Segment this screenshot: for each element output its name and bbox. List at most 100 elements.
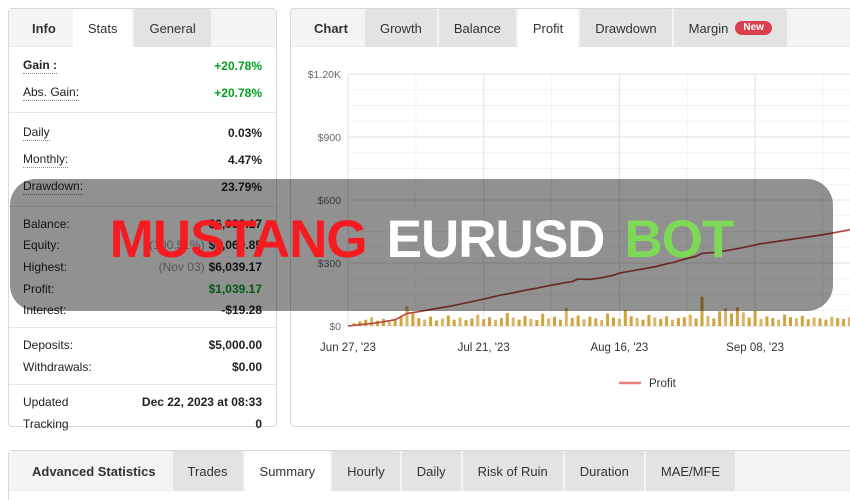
stat-label: Deposits:: [23, 337, 74, 352]
tab-label: Daily: [416, 463, 446, 479]
stat-label: Balance:: [23, 216, 70, 231]
stat-label: Profit:: [23, 281, 55, 296]
stat-row-drawdown: Drawdown: 23.79%: [9, 173, 276, 200]
svg-text:Aug 16, '23: Aug 16, '23: [590, 342, 648, 354]
divider: [9, 326, 276, 328]
tab-hourly[interactable]: Hourly: [332, 451, 400, 491]
svg-text:Sep 08, '23: Sep 08, '23: [726, 342, 784, 354]
stat-row-balance: Balance: $6,039.17: [9, 213, 276, 235]
stat-row-updated: Updated Dec 22, 2023 at 08:33: [9, 391, 276, 413]
tab-label: Balance: [453, 20, 501, 36]
tab-label: Stats: [87, 20, 118, 36]
stat-value-prefix: (Nov 03): [158, 259, 205, 274]
stats-section: Gain : +20.78% Abs. Gain: +20.78%: [9, 52, 276, 106]
tab-chart[interactable]: Chart: [299, 9, 363, 47]
tab-label: Profit: [532, 20, 564, 36]
stat-row-gain: Gain : +20.78%: [9, 52, 276, 79]
profit-chart[interactable]: $0 $300 $600 $900 $1.20K Jun 27, '23 Jul 21, '…: [291, 47, 850, 427]
svg-text:$300: $300: [318, 258, 342, 270]
stat-value: +20.78%: [214, 58, 262, 73]
tab-daily[interactable]: Daily: [401, 451, 461, 491]
tab-advanced-statistics[interactable]: Advanced Statistics: [17, 451, 171, 491]
stats-tabstrip: Info Stats General: [9, 9, 276, 47]
stat-value: $1,039.17: [208, 281, 262, 296]
stat-label: Daily: [23, 124, 50, 141]
tab-duration[interactable]: Duration: [564, 451, 644, 491]
tab-margin[interactable]: Margin New: [673, 9, 787, 47]
stats-section: Updated Dec 22, 2023 at 08:33 Tracking 0: [9, 391, 276, 435]
advanced-statistics-card: Advanced Statistics Trades Summary Hourly Da…: [8, 450, 850, 500]
stat-row-profit: Profit: $1,039.17: [9, 278, 276, 300]
divider: [9, 112, 276, 113]
stat-value: (100.51%) $6,069.85: [149, 238, 262, 253]
divider: [9, 206, 276, 207]
stat-row-monthly: Monthly: 4.47%: [9, 146, 276, 173]
svg-text:$900: $900: [318, 132, 342, 144]
stat-value: -$19.28: [221, 303, 262, 318]
svg-text:Jul 21, '23: Jul 21, '23: [458, 342, 510, 354]
tab-summary[interactable]: Summary: [244, 451, 331, 491]
stat-row-daily: Daily 0.03%: [9, 119, 276, 146]
new-badge: New: [735, 21, 772, 35]
stat-value: 0.03%: [227, 125, 262, 140]
stat-label: Equity:: [23, 238, 60, 253]
stat-row-withdrawals: Withdrawals: $0.00: [9, 356, 276, 378]
tab-label: Growth: [379, 20, 422, 36]
tab-label: General: [149, 20, 196, 36]
stat-value: (Nov 03) $6,039.17: [158, 259, 262, 274]
tab-general[interactable]: General: [134, 9, 211, 47]
chart-tabstrip: Chart Growth Balance Profit Drawdown Margin Ne…: [291, 9, 850, 47]
watermark-word-eurusd: EURUSD: [386, 209, 606, 269]
stat-label: Monthly:: [23, 151, 69, 168]
tab-label: Info: [32, 20, 56, 36]
svg-text:$0: $0: [329, 321, 341, 333]
chart-card: Chart Growth Balance Profit Drawdown Margin Ne…: [290, 8, 850, 427]
profit-chart-svg[interactable]: $0 $300 $600 $900 $1.20K Jun 27, '23 Jul 21, '…: [291, 47, 850, 427]
stat-label: Gain :: [23, 57, 58, 74]
tab-mae-mfe[interactable]: MAE/MFE: [645, 451, 736, 491]
svg-text:$1.20K: $1.20K: [308, 69, 341, 81]
stat-label: Interest:: [23, 303, 67, 318]
stats-section: Daily 0.03% Monthly: 4.47% Drawdown: 23.79%: [9, 119, 276, 200]
tab-trades[interactable]: Trades: [172, 451, 243, 491]
stat-value: $0.00: [231, 359, 262, 374]
tab-stats[interactable]: Stats: [72, 9, 133, 47]
stat-label: Drawdown:: [23, 178, 84, 195]
svg-text:$600: $600: [318, 195, 342, 207]
tab-label: Duration: [579, 463, 629, 479]
tab-balance[interactable]: Balance: [438, 9, 516, 47]
tab-growth[interactable]: Growth: [364, 9, 437, 47]
stats-card: Info Stats General Gain : +20.78% Abs. Gain:…: [8, 8, 277, 431]
stat-label: Updated: [23, 394, 69, 409]
stat-row-tracking: Tracking 0: [9, 413, 276, 435]
stats-section: Balance: $6,039.17 Equity: (100.51%) $6,069.…: [9, 213, 276, 321]
stat-row-highest: Highest: (Nov 03) $6,039.17: [9, 256, 276, 278]
stat-value-prefix: (100.51%): [149, 238, 205, 253]
tab-info[interactable]: Info: [17, 9, 71, 47]
stat-row-abs-gain: Abs. Gain: +20.78%: [9, 79, 276, 106]
stats-list: Gain : +20.78% Abs. Gain: +20.78% Daily 0.03%…: [9, 47, 276, 435]
tab-label: Hourly: [347, 463, 385, 479]
watermark-banner: MUSTANG EURUSD BOT: [10, 179, 833, 311]
stat-value: $5,000.00: [208, 337, 262, 352]
tab-label: Margin: [688, 20, 729, 36]
tab-profit[interactable]: Profit: [517, 9, 579, 47]
tab-label: Advanced Statistics: [32, 463, 156, 479]
tab-label: Chart: [314, 20, 348, 36]
stat-label: Tracking: [23, 416, 69, 431]
tab-risk-of-ruin[interactable]: Risk of Ruin: [462, 451, 563, 491]
stat-value: 23.79%: [221, 179, 262, 194]
tab-label: Summary: [259, 463, 316, 479]
divider: [9, 383, 276, 385]
stat-label: Withdrawals:: [23, 359, 92, 374]
stat-label: Highest:: [23, 259, 68, 274]
tab-drawdown[interactable]: Drawdown: [580, 9, 672, 47]
tab-label: Risk of Ruin: [477, 463, 548, 479]
stat-value: 0: [255, 416, 262, 431]
stat-row-interest: Interest: -$19.28: [9, 299, 276, 321]
tab-label: MAE/MFE: [660, 463, 721, 479]
watermark-word-bot: BOT: [624, 209, 734, 269]
stat-value: +20.78%: [214, 85, 262, 100]
stat-label: Abs. Gain:: [23, 84, 80, 101]
stat-value: $6,039.17: [208, 216, 262, 231]
